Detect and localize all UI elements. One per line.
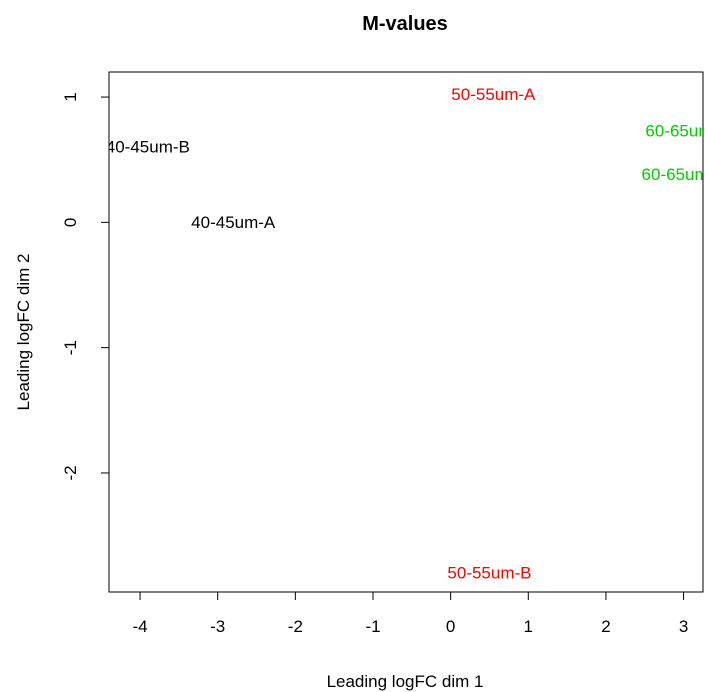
chart-title: M-values [362,13,448,35]
x-tick-label: -2 [288,617,303,636]
point-label: 40-45um-B [106,138,190,157]
point-label: 40-45um-A [191,213,276,232]
x-tick-label: -3 [210,617,225,636]
point-labels: 40-45um-B 40-45um-A 50-55um-A 50-55um-B 60-6… [106,85,705,583]
y-tick-label: -2 [61,465,80,480]
x-tick-label: 2 [601,617,610,636]
point-label: 50-55um-A [451,85,536,104]
x-axis: -4 -3 -2 -1 0 1 2 3 [132,591,688,636]
y-tick-label: -1 [61,340,80,355]
point-label: 60-65um-B [642,165,705,184]
x-axis-label: Leading logFC dim 1 [327,672,484,691]
x-tick-label: -1 [365,617,380,636]
y-tick-label: 1 [61,92,80,101]
y-tick-label: 0 [61,218,80,227]
x-tick-label: 0 [446,617,455,636]
y-axis: -2 -1 0 1 [61,92,110,481]
x-tick-label: 1 [524,617,533,636]
plot-frame [108,71,704,593]
point-label: 60-65um-A [645,121,705,140]
y-axis-label: Leading logFC dim 2 [14,254,33,411]
x-tick-label: 3 [679,617,688,636]
x-tick-label: -4 [132,617,147,636]
point-label: 50-55um-B [447,564,531,583]
